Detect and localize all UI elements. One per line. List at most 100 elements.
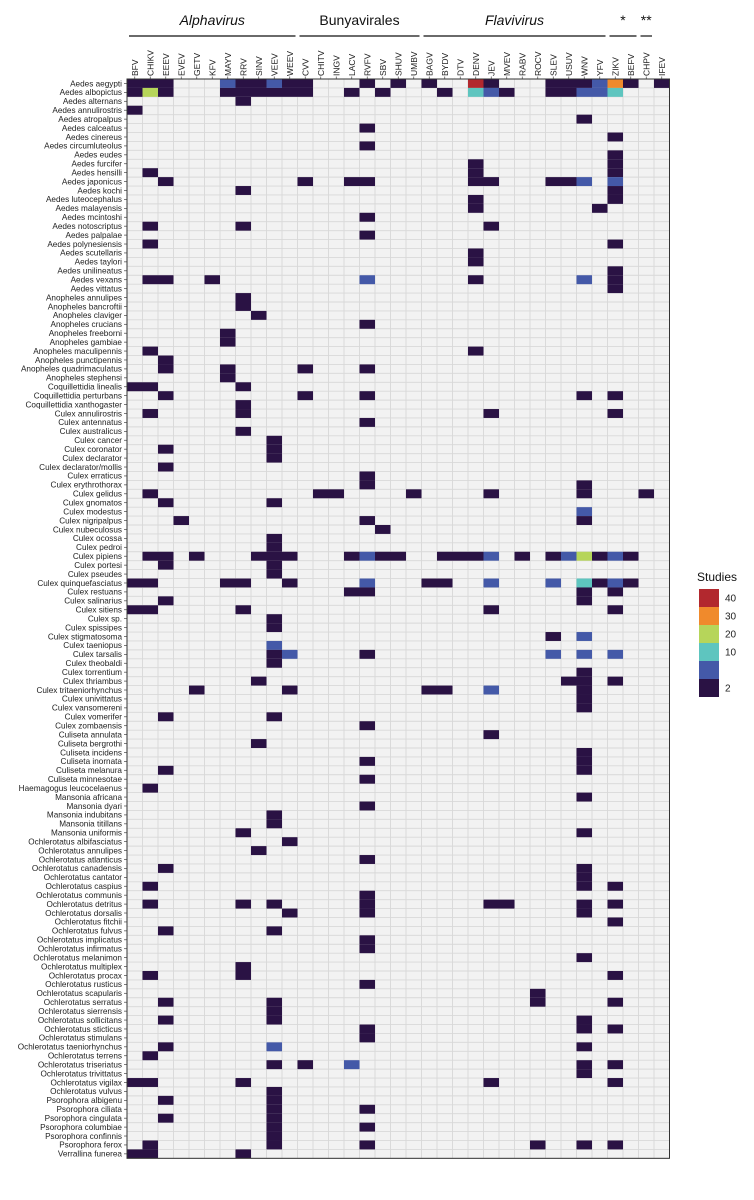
row-label: Aedes vittatus <box>71 284 122 293</box>
heatmap-cell <box>266 551 282 561</box>
heatmap-cell <box>576 792 592 802</box>
heatmap-cell <box>142 899 158 909</box>
plot-background <box>127 79 670 1159</box>
heatmap-cell <box>344 587 360 597</box>
heatmap-cell <box>607 239 623 249</box>
plot-border <box>126 78 670 1159</box>
column-label: EEEV <box>161 53 171 76</box>
heatmap-cell <box>142 578 158 588</box>
heatmap-cell <box>375 87 391 97</box>
column-label: YFV <box>595 59 605 76</box>
row-label: Ochlerotatus annulipes <box>38 846 122 855</box>
heatmap-cell <box>437 578 453 588</box>
row-label: Aedes annulirostris <box>52 106 122 115</box>
heatmap-cell <box>235 899 251 909</box>
row-label: Aedes luteocephalus <box>46 195 122 204</box>
heatmap-cell <box>158 1042 174 1052</box>
heatmap-cell <box>359 417 375 427</box>
heatmap-cell <box>483 409 499 418</box>
heatmap-cell <box>127 79 143 88</box>
heatmap-cell <box>468 275 484 285</box>
row-label: Ochlerotatus cantator <box>44 873 123 882</box>
heatmap-cell <box>359 516 375 525</box>
heatmap-cell <box>297 177 313 187</box>
row-label: Aedes unilineatus <box>57 267 122 276</box>
heatmap-cell <box>189 685 205 695</box>
legend-swatch <box>699 679 719 697</box>
row-label: Ochlerotatus vigilax <box>51 1078 122 1087</box>
heatmap-cell <box>530 997 546 1007</box>
heatmap-cell <box>235 400 251 410</box>
row-label: Ochlerotatus stimulans <box>39 1034 122 1043</box>
heatmap-cell <box>483 899 499 909</box>
heatmap-cell <box>359 944 375 954</box>
column-label: CHITV <box>316 50 326 76</box>
heatmap-cell <box>468 177 484 187</box>
column-label: SHUV <box>393 52 403 76</box>
row-label: Psorophora ciliata <box>56 1105 122 1114</box>
row-label: Mansonia indubitans <box>47 811 122 820</box>
heatmap-cell <box>142 275 158 285</box>
heatmap-cell <box>437 87 453 97</box>
row-label: Ochlerotatus scapularis <box>36 989 122 998</box>
heatmap-cell <box>607 1140 623 1150</box>
row-label: Aedes calceatus <box>62 124 122 133</box>
column-label: ROCV <box>533 51 543 76</box>
heatmap-cell <box>266 1122 282 1132</box>
heatmap-cell <box>158 712 174 722</box>
heatmap-cell <box>251 551 267 561</box>
heatmap-cell <box>127 87 143 97</box>
heatmap-cell <box>266 1086 282 1096</box>
row-label: Ochlerotatus trivittatus <box>41 1069 122 1078</box>
heatmap-cell <box>607 284 623 294</box>
row-label: Ochlerotatus sticticus <box>44 1025 122 1034</box>
row-label: Culex spissipes <box>65 623 122 632</box>
heatmap-cell <box>127 382 143 392</box>
heatmap-cell <box>127 578 143 588</box>
heatmap-cell <box>359 551 375 561</box>
heatmap-cell <box>158 87 174 97</box>
heatmap-cell <box>359 979 375 989</box>
column-label: GETV <box>192 53 202 76</box>
heatmap-cell <box>266 542 282 552</box>
heatmap-cell <box>266 997 282 1007</box>
row-label: Coquillettidia perturbans <box>34 391 122 400</box>
heatmap-cell <box>468 551 484 561</box>
row-label: Culex cancer <box>74 436 122 445</box>
heatmap-cell <box>266 1104 282 1114</box>
heatmap-cell <box>359 899 375 909</box>
heatmap-cell <box>421 578 437 588</box>
heatmap-cell <box>607 186 623 195</box>
row-label: Aedes polynesiensis <box>47 240 122 249</box>
row-label: Culiseta minnesotae <box>48 775 123 784</box>
heatmap-cell <box>158 560 174 570</box>
heatmap-cell <box>623 551 639 561</box>
heatmap-cell <box>576 391 592 401</box>
heatmap-cell <box>576 1042 592 1052</box>
row-label: Culex restuans <box>67 588 122 597</box>
heatmap-cell <box>158 551 174 561</box>
column-label: SBV <box>378 59 388 76</box>
group-header: Flavivirus <box>485 12 544 28</box>
heatmap-cell <box>545 551 561 561</box>
heatmap-cell <box>468 194 484 204</box>
heatmap-cell <box>468 168 484 178</box>
heatmap-cell <box>545 578 561 588</box>
heatmap-cell <box>483 551 499 561</box>
heatmap-cell <box>282 578 298 588</box>
heatmap-cell <box>607 168 623 178</box>
row-label: Aedes hensilli <box>71 168 122 177</box>
column-label: RVFV <box>362 53 372 76</box>
heatmap-cell <box>607 1024 623 1034</box>
column-label: BFV <box>130 59 140 76</box>
heatmap-cell <box>220 364 236 374</box>
row-label: Ochlerotatus melanimon <box>33 953 122 962</box>
row-label: Mansonia uniformis <box>51 829 122 838</box>
heatmap-cell <box>483 87 499 97</box>
heatmap-cell <box>158 275 174 285</box>
row-label: Culex ocossa <box>73 534 123 543</box>
heatmap-cell <box>266 1095 282 1105</box>
row-label: Culex annulirostris <box>55 409 122 418</box>
heatmap-cell <box>545 177 561 187</box>
